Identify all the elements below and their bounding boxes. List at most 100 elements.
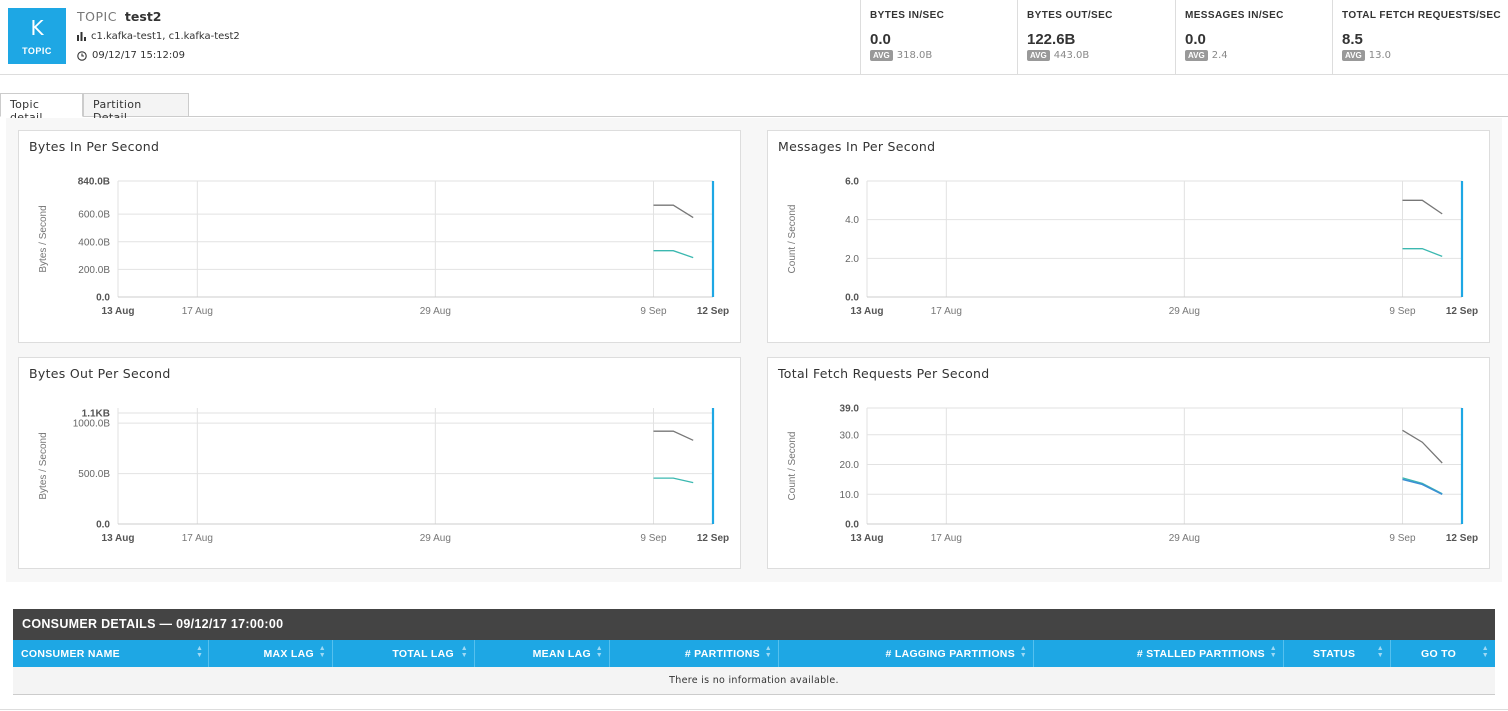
sort-icon: ▲ ▼ xyxy=(1376,645,1384,659)
series-line-gray xyxy=(653,204,694,219)
x-tick-label: 12 Sep xyxy=(697,306,729,317)
y-axis-label: Count / Second xyxy=(787,205,798,274)
x-tick-label: 29 Aug xyxy=(1169,533,1200,544)
tab-partition-detail[interactable]: Partition Detail xyxy=(83,93,189,124)
stat-value: 8.5 xyxy=(1342,31,1363,48)
chart-title: Bytes Out Per Second xyxy=(29,366,171,381)
x-tick-label: 12 Sep xyxy=(1446,306,1478,317)
sort-icon: ▲ ▼ xyxy=(764,645,772,659)
clock-icon xyxy=(77,50,87,61)
y-tick-label: 200.0B xyxy=(78,265,110,276)
y-tick-label: 500.0B xyxy=(78,469,110,480)
y-tick-label: 4.0 xyxy=(845,215,859,226)
col-status[interactable]: STATUS ▲ ▼ xyxy=(1284,640,1391,667)
y-tick-label: 1.1KB xyxy=(82,409,110,420)
series-line-gray xyxy=(1402,429,1443,464)
y-tick-label: 0.0 xyxy=(96,293,110,304)
x-tick-label: 9 Sep xyxy=(640,306,667,317)
consumer-table-header: CONSUMER NAME ▲ ▼ MAX LAG ▲ ▼ TOTAL LAG ▲ ▼ ME… xyxy=(13,640,1495,667)
empty-table-message: There is no information available. xyxy=(13,667,1495,695)
topic-title: TOPIC test2 xyxy=(77,9,162,24)
stat-messages-in: MESSAGES IN/SEC 0.0 AVG 2.4 xyxy=(1175,0,1332,75)
sort-icon: ▲ ▼ xyxy=(1481,645,1489,659)
sort-icon: ▲ ▼ xyxy=(318,645,326,659)
series-line-gray xyxy=(1402,199,1443,215)
stat-label: TOTAL FETCH REQUESTS/SEC xyxy=(1342,10,1502,21)
series-line-teal xyxy=(1402,248,1443,258)
chart-panel-messages-in: Messages In Per Second 13 Aug 17 Aug 29 Au… xyxy=(767,130,1490,343)
sort-icon: ▲ ▼ xyxy=(196,645,204,659)
x-tick-label: 29 Aug xyxy=(420,533,451,544)
series-line-teal xyxy=(653,477,694,484)
col-go-to[interactable]: GO TO ▲ ▼ xyxy=(1421,645,1489,660)
x-tick-label: 9 Sep xyxy=(1389,533,1416,544)
series-line-blue xyxy=(1402,478,1443,496)
stat-avg: 443.0B xyxy=(1053,50,1090,61)
y-tick-label: 840.0B xyxy=(78,177,110,188)
x-tick-label: 17 Aug xyxy=(182,533,213,544)
col-stalled-partitions[interactable]: # STALLED PARTITIONS ▲ ▼ xyxy=(1034,640,1284,667)
y-tick-label: 600.0B xyxy=(78,210,110,221)
sort-icon: ▲ ▼ xyxy=(460,645,468,659)
detail-tabs: Topic detail Partition Detail xyxy=(0,93,1508,124)
sort-icon: ▲ ▼ xyxy=(1269,645,1277,659)
bytes-in-chart: 13 Aug 17 Aug 29 Aug 9 Sep 12 Sep 0.0 200.0B 40… xyxy=(38,177,729,318)
series-line-teal xyxy=(653,250,694,259)
col-lagging-partitions[interactable]: # LAGGING PARTITIONS ▲ ▼ xyxy=(779,640,1034,667)
chart-panel-bytes-in: Bytes In Per Second 13 Aug 17 Aug 29 Aug 9 … xyxy=(18,130,741,343)
chart-title: Messages In Per Second xyxy=(778,139,936,154)
avg-badge: AVG xyxy=(870,50,893,61)
y-tick-label: 39.0 xyxy=(840,404,860,415)
stat-label: BYTES IN/SEC xyxy=(870,10,945,21)
bytes-out-chart: 13 Aug 17 Aug 29 Aug 9 Sep 12 Sep 0.0 500.0B 10… xyxy=(38,408,729,544)
x-tick-label: 13 Aug xyxy=(102,306,135,317)
stat-bytes-out: BYTES OUT/SEC 122.6B AVG 443.0B xyxy=(1017,0,1175,75)
x-tick-label: 17 Aug xyxy=(931,306,962,317)
cluster-line: c1.kafka-test1, c1.kafka-test2 xyxy=(77,31,240,42)
x-tick-label: 13 Aug xyxy=(851,306,884,317)
stat-value: 0.0 xyxy=(870,31,891,48)
avg-badge: AVG xyxy=(1027,50,1050,61)
y-tick-label: 30.0 xyxy=(840,430,860,441)
cluster-names: c1.kafka-test1, c1.kafka-test2 xyxy=(91,31,240,42)
avg-badge: AVG xyxy=(1342,50,1365,61)
stat-avg: 318.0B xyxy=(896,50,933,61)
x-tick-label: 12 Sep xyxy=(697,533,729,544)
y-tick-label: 10.0 xyxy=(840,490,860,501)
topic-header: K TOPIC TOPIC test2 c1.kafka-test1, c1.k… xyxy=(0,0,1508,75)
col-mean-lag[interactable]: MEAN LAG ▲ ▼ xyxy=(475,640,610,667)
y-tick-label: 0.0 xyxy=(96,520,110,531)
x-tick-label: 13 Aug xyxy=(851,533,884,544)
y-tick-label: 1000.0B xyxy=(73,419,111,430)
stat-label: BYTES OUT/SEC xyxy=(1027,10,1113,21)
y-tick-label: 0.0 xyxy=(845,520,859,531)
y-tick-label: 2.0 xyxy=(845,254,859,265)
stat-value: 122.6B xyxy=(1027,31,1076,48)
x-tick-label: 17 Aug xyxy=(182,306,213,317)
stat-value: 0.0 xyxy=(1185,31,1206,48)
x-tick-label: 12 Sep xyxy=(1446,533,1478,544)
topic-badge: K TOPIC xyxy=(8,8,66,64)
bar-chart-icon xyxy=(77,32,86,41)
tab-topic-detail[interactable]: Topic detail xyxy=(0,93,83,124)
x-tick-label: 29 Aug xyxy=(420,306,451,317)
x-tick-label: 29 Aug xyxy=(1169,306,1200,317)
fetch-requests-chart: 13 Aug 17 Aug 29 Aug 9 Sep 12 Sep 0.0 10.0 20.0… xyxy=(787,404,1478,545)
topic-name: test2 xyxy=(124,9,162,24)
x-tick-label: 17 Aug xyxy=(931,533,962,544)
stat-bytes-in: BYTES IN/SEC 0.0 AVG 318.0B xyxy=(860,0,1017,75)
stat-avg: 13.0 xyxy=(1368,50,1392,61)
col-partitions[interactable]: # PARTITIONS ▲ ▼ xyxy=(610,640,779,667)
col-consumer-name[interactable]: CONSUMER NAME ▲ ▼ xyxy=(13,640,209,667)
y-tick-label: 0.0 xyxy=(845,293,859,304)
col-total-lag[interactable]: TOTAL LAG ▲ ▼ xyxy=(333,640,475,667)
y-axis-label: Count / Second xyxy=(787,432,798,501)
topic-timestamp: 09/12/17 15:12:09 xyxy=(92,50,186,61)
y-axis-label: Bytes / Second xyxy=(38,205,49,272)
col-max-lag[interactable]: MAX LAG ▲ ▼ xyxy=(209,640,333,667)
y-tick-label: 6.0 xyxy=(845,177,859,188)
topic-badge-label: TOPIC xyxy=(22,46,52,56)
chart-panel-fetch-requests: Total Fetch Requests Per Second 13 Aug 17… xyxy=(767,357,1490,569)
y-tick-label: 20.0 xyxy=(840,460,860,471)
y-tick-label: 400.0B xyxy=(78,237,110,248)
